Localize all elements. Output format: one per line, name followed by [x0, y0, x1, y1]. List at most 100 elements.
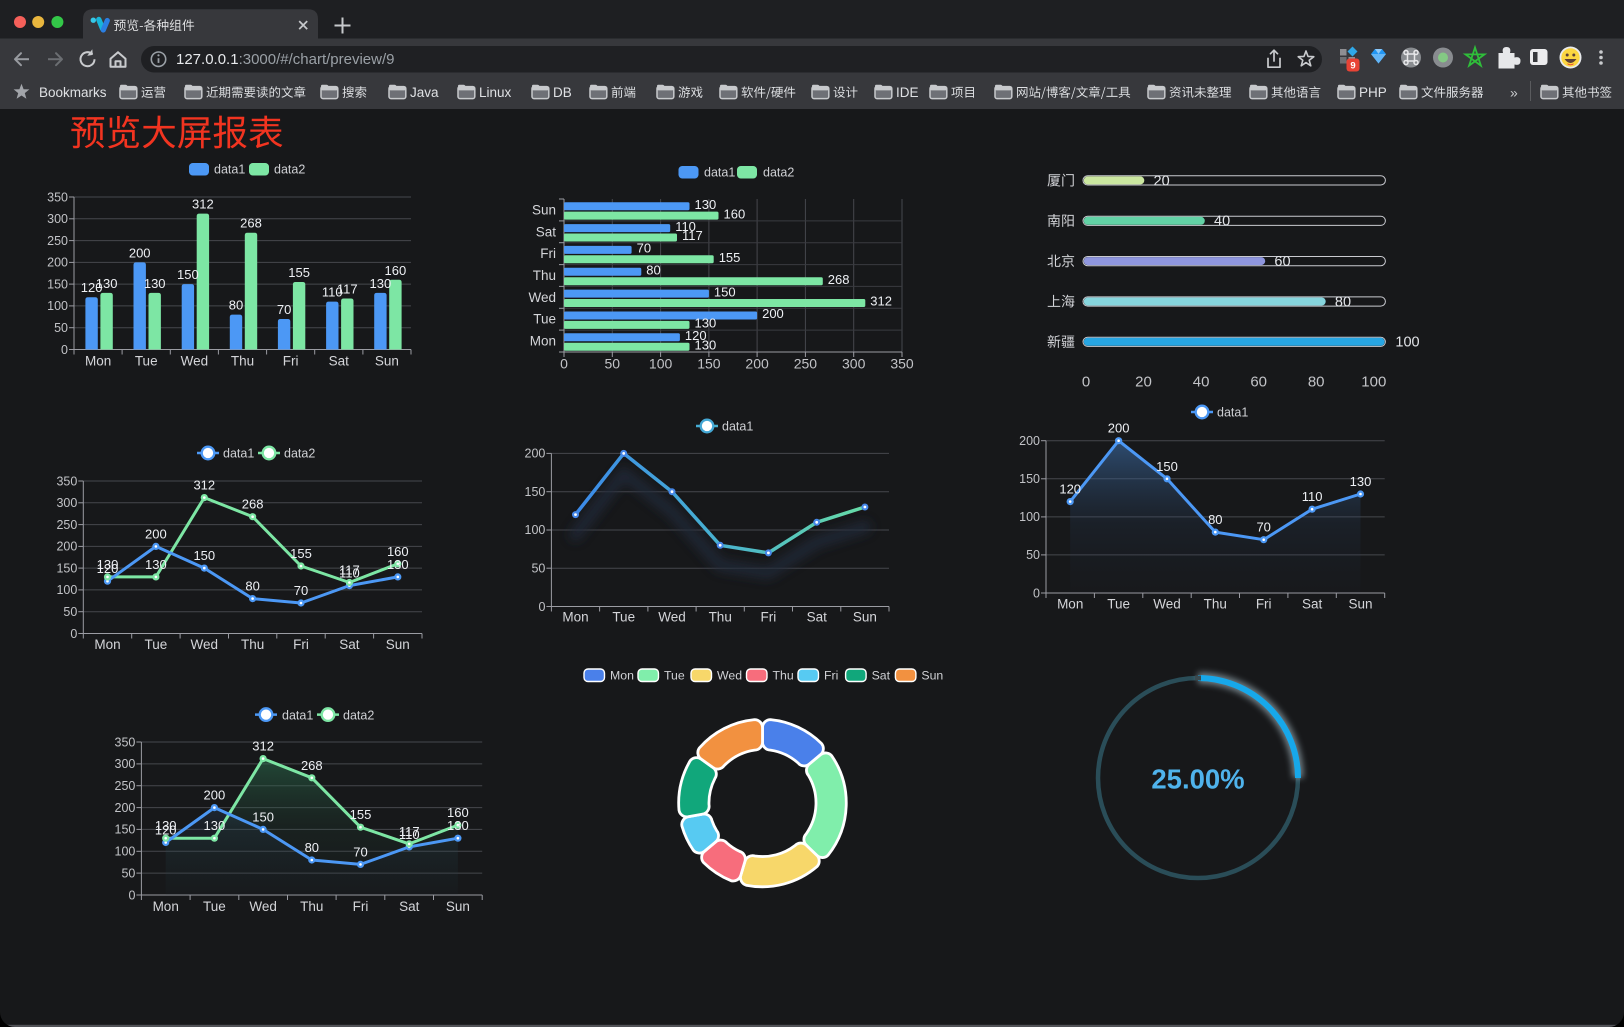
svg-text:155: 155	[719, 250, 741, 265]
svg-text:data1: data1	[282, 708, 313, 722]
svg-text:Wed: Wed	[658, 610, 686, 625]
svg-text:150: 150	[193, 548, 215, 563]
svg-text:Sun: Sun	[375, 354, 399, 369]
svg-text:Sun: Sun	[532, 202, 556, 217]
svg-text:Fri: Fri	[1256, 597, 1272, 612]
svg-text:200: 200	[115, 801, 136, 815]
svg-text:117: 117	[337, 282, 358, 297]
svg-text:155: 155	[350, 807, 372, 822]
svg-text:Mon: Mon	[1057, 597, 1083, 612]
svg-text:Tue: Tue	[145, 637, 168, 652]
svg-text:data2: data2	[763, 166, 794, 180]
svg-text:200: 200	[1019, 434, 1040, 448]
svg-text:60: 60	[1274, 254, 1290, 270]
svg-text:130: 130	[145, 557, 167, 572]
svg-text:150: 150	[1019, 472, 1040, 486]
svg-text:50: 50	[1026, 548, 1040, 562]
svg-text:80: 80	[646, 263, 660, 278]
svg-text:Fri: Fri	[540, 246, 556, 261]
svg-text:50: 50	[531, 562, 545, 576]
svg-text:Sat: Sat	[329, 354, 350, 369]
svg-text:Wed: Wed	[717, 669, 742, 683]
svg-text:268: 268	[301, 758, 323, 773]
svg-text:130: 130	[695, 316, 717, 331]
svg-text:80: 80	[229, 298, 243, 313]
svg-text:300: 300	[56, 496, 77, 510]
svg-text:70: 70	[353, 844, 367, 859]
svg-text:Mon: Mon	[153, 899, 179, 914]
svg-text:0: 0	[1033, 586, 1040, 600]
svg-text:110: 110	[675, 219, 696, 234]
svg-text:100: 100	[1019, 510, 1040, 524]
svg-text:350: 350	[47, 190, 68, 204]
svg-text:150: 150	[177, 267, 199, 282]
svg-text:70: 70	[637, 241, 651, 256]
svg-text:130: 130	[97, 557, 119, 572]
svg-text:DB: DB	[553, 85, 572, 100]
svg-text:130: 130	[204, 818, 226, 833]
svg-text:150: 150	[56, 561, 77, 575]
svg-text:127.0.0.1:3000/#/chart/preview: 127.0.0.1:3000/#/chart/preview/9	[176, 51, 395, 68]
svg-text:Sun: Sun	[386, 637, 410, 652]
svg-text:250: 250	[47, 234, 68, 248]
svg-text:Tue: Tue	[1107, 597, 1130, 612]
svg-text:Mon: Mon	[610, 669, 634, 683]
svg-text:150: 150	[47, 277, 68, 291]
svg-text:Sat: Sat	[399, 899, 420, 914]
svg-text:data2: data2	[284, 447, 315, 461]
svg-text:130: 130	[96, 276, 118, 291]
svg-text:data2: data2	[274, 163, 305, 177]
svg-text:Mon: Mon	[85, 354, 111, 369]
svg-text:160: 160	[447, 805, 469, 820]
svg-text:117: 117	[399, 824, 420, 839]
svg-text:Wed: Wed	[528, 290, 556, 305]
svg-text:Tue: Tue	[203, 899, 226, 914]
svg-text:Sat: Sat	[807, 610, 828, 625]
svg-text:Sun: Sun	[853, 610, 877, 625]
svg-text:Wed: Wed	[181, 354, 209, 369]
svg-text:data1: data1	[704, 166, 735, 180]
svg-text:Thu: Thu	[1204, 597, 1227, 612]
svg-text:300: 300	[47, 212, 68, 226]
svg-text:350: 350	[115, 735, 136, 749]
svg-text:Wed: Wed	[249, 899, 277, 914]
svg-text:data1: data1	[223, 447, 254, 461]
svg-text:268: 268	[240, 216, 262, 231]
svg-text:150: 150	[252, 809, 274, 824]
svg-text:80: 80	[1208, 512, 1222, 527]
svg-text:Sun: Sun	[921, 669, 943, 683]
svg-text:100: 100	[47, 299, 68, 313]
svg-text:350: 350	[890, 356, 914, 372]
svg-text:data2: data2	[343, 708, 374, 722]
svg-text:Mon: Mon	[530, 334, 556, 349]
svg-text:0: 0	[128, 888, 135, 902]
svg-text:0: 0	[70, 627, 77, 641]
svg-text:312: 312	[870, 294, 892, 309]
svg-text:Tue: Tue	[612, 610, 635, 625]
svg-text:Bookmarks: Bookmarks	[39, 85, 107, 100]
svg-text:Thu: Thu	[300, 899, 323, 914]
svg-text:100: 100	[1395, 335, 1419, 351]
svg-text:250: 250	[115, 779, 136, 793]
svg-text:100: 100	[649, 356, 673, 372]
svg-text:0: 0	[1082, 374, 1090, 391]
svg-text:data1: data1	[214, 163, 245, 177]
svg-text:Fri: Fri	[761, 610, 777, 625]
svg-text:268: 268	[242, 497, 264, 512]
svg-text:268: 268	[828, 272, 850, 287]
svg-text:100: 100	[56, 583, 77, 597]
svg-text:PHP: PHP	[1359, 85, 1387, 100]
svg-text:250: 250	[794, 356, 818, 372]
svg-text:Thu: Thu	[241, 637, 264, 652]
svg-text:70: 70	[277, 302, 291, 317]
svg-text:200: 200	[145, 526, 167, 541]
svg-text:Mon: Mon	[94, 637, 120, 652]
svg-text:130: 130	[155, 818, 177, 833]
svg-text:110: 110	[1302, 489, 1323, 504]
svg-text:120: 120	[1059, 482, 1081, 497]
svg-text:80: 80	[305, 840, 319, 855]
svg-text:120: 120	[97, 561, 119, 576]
svg-text:200: 200	[47, 256, 68, 270]
svg-text:200: 200	[129, 245, 151, 260]
svg-text:250: 250	[56, 518, 77, 532]
